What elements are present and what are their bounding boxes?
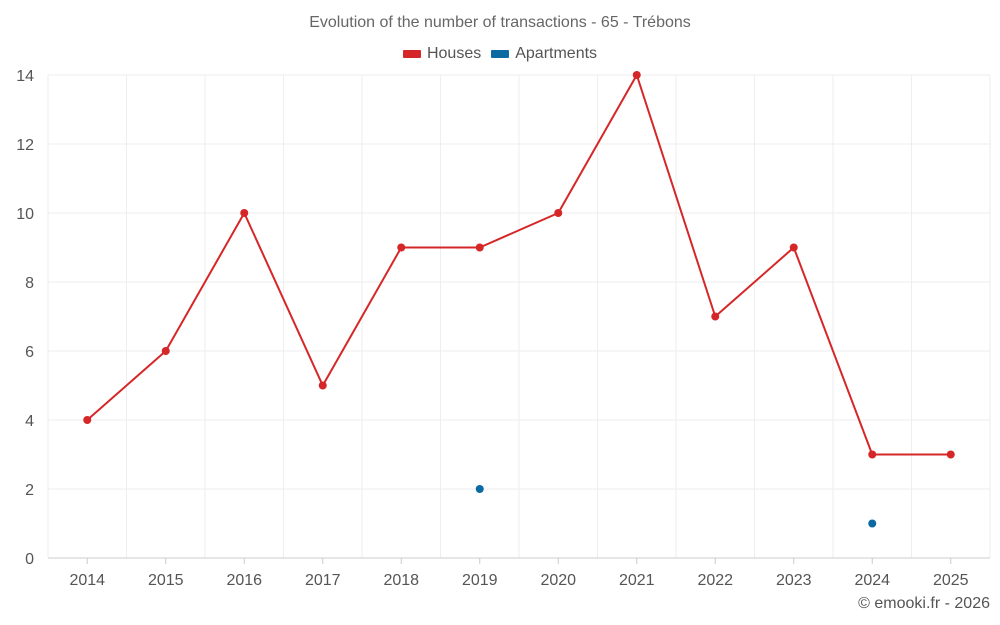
x-tick-label: 2014	[69, 572, 105, 589]
y-tick-label: 6	[25, 344, 34, 361]
data-point-houses	[240, 209, 249, 217]
data-point-houses	[161, 347, 170, 355]
data-point-houses	[632, 71, 641, 79]
x-tick-label: 2022	[697, 572, 733, 589]
y-tick-label: 14	[16, 68, 34, 85]
chart-title: Evolution of the number of transactions …	[309, 14, 691, 31]
x-tick-label: 2017	[305, 572, 341, 589]
y-tick-label: 2	[25, 482, 34, 499]
data-point-houses	[475, 243, 484, 252]
legend-item-apartments[interactable]: Apartments	[491, 45, 597, 63]
legend-label-apartments: Apartments	[515, 45, 598, 62]
x-tick-label: 2021	[619, 572, 655, 589]
x-tick-label: 2024	[854, 572, 890, 589]
data-point-houses	[789, 243, 798, 252]
data-point-houses	[946, 450, 955, 459]
data-point-houses	[318, 381, 327, 390]
y-tick-label: 4	[25, 413, 34, 430]
x-tick-label: 2025	[933, 572, 969, 589]
chart-legend: Houses Apartments	[0, 45, 1000, 63]
data-point-houses	[397, 243, 406, 252]
y-tick-label: 12	[16, 137, 34, 154]
credit-text: © emooki.fr - 2026	[858, 595, 990, 612]
x-tick-label: 2018	[383, 572, 419, 589]
x-tick-label: 2019	[462, 572, 498, 589]
x-tick-label: 2020	[540, 572, 576, 589]
x-tick-label: 2016	[226, 572, 262, 589]
y-tick-label: 10	[16, 206, 34, 223]
data-point-houses	[554, 209, 563, 217]
data-point-houses	[868, 450, 877, 459]
legend-item-houses[interactable]: Houses	[402, 45, 482, 63]
data-point-apartments	[868, 519, 877, 528]
y-tick-label: 8	[25, 275, 34, 292]
data-point-apartments	[475, 485, 484, 493]
x-tick-label: 2015	[148, 572, 184, 589]
x-tick-label: 2023	[776, 572, 812, 589]
data-point-houses	[83, 416, 92, 424]
series-line-houses	[86, 74, 951, 456]
legend-swatch-houses	[402, 50, 421, 58]
data-point-houses	[711, 312, 720, 321]
legend-swatch-apartments	[491, 50, 510, 58]
y-tick-label: 0	[25, 551, 34, 568]
legend-label-houses: Houses	[426, 45, 482, 62]
